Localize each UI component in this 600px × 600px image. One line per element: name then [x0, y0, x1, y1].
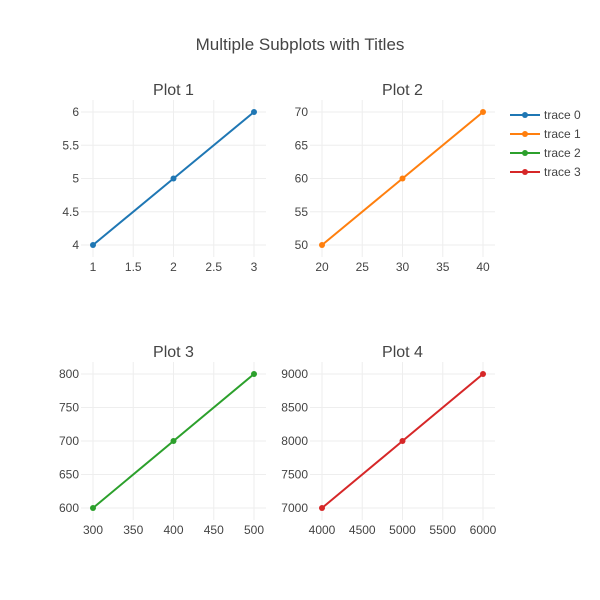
x-tick-label: 4000: [309, 523, 336, 537]
x-tick-label: 400: [163, 523, 183, 537]
legend-label: trace 2: [544, 146, 581, 160]
x-tick-label: 40: [476, 260, 490, 274]
x-tick-label: 500: [244, 523, 264, 537]
subplot-3: Plot 3 300 350 400 450 500 600 650 700 750 800: [59, 344, 266, 537]
subplots: Plot 1 1 1.5 2 2.5 3 4 4.5 5 5.5 6 Plot 2 20 25 30 35 40…: [59, 82, 497, 537]
legend-marker: [522, 131, 528, 137]
y-tick-label: 6: [72, 105, 79, 119]
y-tick-label: 600: [59, 501, 79, 515]
y-tick-label: 5.5: [62, 138, 79, 152]
x-tick-label: 30: [396, 260, 410, 274]
subplot-4: Plot 4 4000 4500 5000 5500 6000 7000 7500 8000 85…: [281, 344, 496, 537]
y-tick-label: 4.5: [62, 205, 79, 219]
x-tick-label: 5500: [429, 523, 456, 537]
x-tick-label: 25: [356, 260, 370, 274]
legend-item[interactable]: trace 3: [510, 165, 581, 179]
data-point[interactable]: [90, 242, 96, 248]
y-tick-label: 7500: [281, 468, 308, 482]
x-tick-label: 450: [204, 523, 224, 537]
y-tick-label: 800: [59, 367, 79, 381]
x-tick-label: 1: [90, 260, 97, 274]
x-tick-label: 1.5: [125, 260, 142, 274]
subplot-2: Plot 2 20 25 30 35 40 50 55 60 65 70: [295, 82, 495, 274]
y-tick-label: 4: [72, 238, 79, 252]
legend-marker: [522, 112, 528, 118]
y-tick-label: 9000: [281, 367, 308, 381]
subplot-title: Plot 2: [382, 82, 423, 99]
y-tick-label: 7000: [281, 501, 308, 515]
y-tick-label: 8000: [281, 434, 308, 448]
legend[interactable]: trace 0 trace 1 trace 2 trace 3: [510, 108, 581, 179]
data-point[interactable]: [399, 438, 406, 444]
y-tick-label: 8500: [281, 401, 308, 415]
x-tick-label: 300: [83, 523, 103, 537]
x-tick-label: 5000: [389, 523, 416, 537]
y-tick-label: 70: [295, 105, 309, 119]
x-tick-label: 2: [170, 260, 177, 274]
data-point[interactable]: [170, 175, 177, 182]
x-tick-label: 4500: [349, 523, 376, 537]
data-point[interactable]: [251, 109, 257, 115]
data-point[interactable]: [251, 371, 257, 377]
y-tick-label: 700: [59, 434, 79, 448]
legend-marker: [522, 150, 528, 156]
chart-title: Multiple Subplots with Titles: [196, 35, 405, 54]
data-point[interactable]: [319, 505, 325, 511]
y-tick-label: 50: [295, 238, 309, 252]
legend-marker: [522, 169, 528, 175]
x-tick-label: 3: [251, 260, 258, 274]
y-tick-label: 55: [295, 205, 309, 219]
data-point[interactable]: [480, 109, 486, 115]
legend-label: trace 3: [544, 165, 581, 179]
x-tick-label: 20: [315, 260, 329, 274]
data-point[interactable]: [319, 242, 325, 248]
x-tick-label: 35: [436, 260, 450, 274]
x-tick-label: 350: [123, 523, 143, 537]
x-tick-label: 6000: [470, 523, 497, 537]
subplot-title: Plot 1: [153, 82, 194, 99]
y-tick-label: 65: [295, 138, 309, 152]
subplot-title: Plot 4: [382, 344, 423, 361]
y-tick-label: 60: [295, 172, 309, 186]
y-tick-label: 5: [72, 172, 79, 186]
legend-label: trace 0: [544, 108, 581, 122]
subplot-title: Plot 3: [153, 344, 194, 361]
legend-item[interactable]: trace 2: [510, 146, 581, 160]
x-tick-label: 2.5: [205, 260, 222, 274]
y-tick-label: 650: [59, 468, 79, 482]
data-point[interactable]: [399, 175, 406, 182]
legend-item[interactable]: trace 0: [510, 108, 581, 122]
subplot-1: Plot 1 1 1.5 2 2.5 3 4 4.5 5 5.5 6: [62, 82, 266, 274]
y-tick-label: 750: [59, 401, 79, 415]
data-point[interactable]: [90, 505, 96, 511]
data-point[interactable]: [480, 371, 486, 377]
data-point[interactable]: [170, 438, 177, 444]
legend-label: trace 1: [544, 127, 581, 141]
legend-item[interactable]: trace 1: [510, 127, 581, 141]
